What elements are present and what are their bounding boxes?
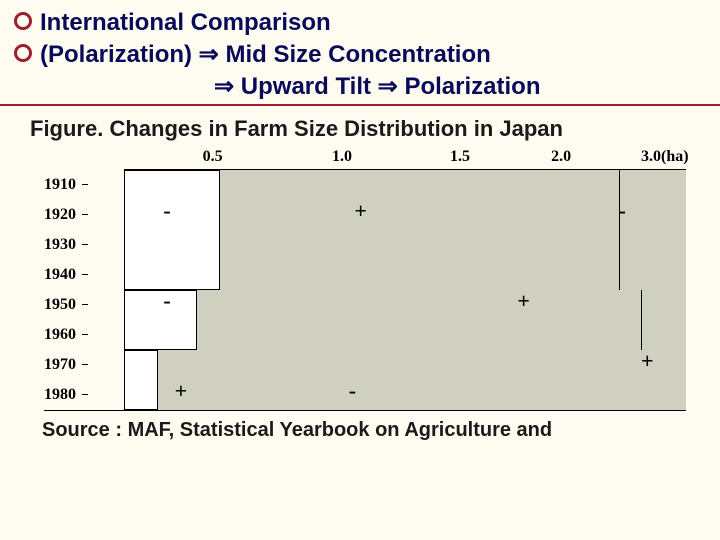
source-text: Source : MAF, Statistical Yearbook on Ag… (42, 419, 706, 442)
tick-mark (82, 274, 88, 275)
x-label: 1.5 (450, 148, 470, 166)
minus-symbol: - (163, 198, 170, 224)
minus-symbol: - (163, 288, 170, 314)
negative-block (124, 170, 220, 290)
y-label-area: 1910 (44, 176, 124, 194)
y-label: 1910 (44, 176, 76, 193)
tick-mark (82, 184, 88, 185)
bullet-1-text: International Comparison (40, 8, 331, 38)
x-label: 1.0 (332, 148, 352, 166)
bullet-1: International Comparison (14, 8, 706, 38)
minus-symbol: - (349, 378, 356, 404)
plus-symbol: + (641, 348, 654, 374)
x-label: 0.5 (203, 148, 223, 166)
tick-mark (82, 244, 88, 245)
y-label: 1920 (44, 206, 76, 223)
bullet-icon (14, 12, 32, 30)
x-label: 3.0(ha) (641, 148, 689, 166)
y-label-area: 1960 (44, 326, 124, 344)
vertical-line (619, 170, 620, 290)
vertical-line (641, 290, 642, 350)
y-label-area: 1930 (44, 236, 124, 254)
negative-block (124, 350, 158, 410)
y-label-area: 1970 (44, 356, 124, 374)
minus-symbol: - (619, 198, 626, 224)
negative-block (124, 290, 197, 350)
y-label-area: 1950 (44, 296, 124, 314)
y-label-area: 1940 (44, 266, 124, 284)
y-label: 1980 (44, 386, 76, 403)
plus-symbol: + (354, 198, 367, 224)
x-label: 2.0 (551, 148, 571, 166)
y-label: 1940 (44, 266, 76, 283)
x-axis: 0.5 1.0 1.5 2.0 3.0(ha) (124, 148, 686, 170)
y-label: 1960 (44, 326, 76, 343)
plus-symbol: + (175, 378, 188, 404)
chart-overlay: - + - - + + + - (124, 170, 686, 410)
y-label-area: 1980 (44, 386, 124, 404)
bullet-2-text: (Polarization) ⇒ Mid Size Concentration (40, 40, 491, 70)
tick-mark (82, 364, 88, 365)
tick-mark (82, 214, 88, 215)
y-label: 1950 (44, 296, 76, 313)
chart-rows: 1910 1920 1930 1940 1950 1960 1970 1980 - + - - + + +… (44, 170, 686, 411)
bullet-icon (14, 44, 32, 62)
tick-mark (82, 304, 88, 305)
bullet-2: (Polarization) ⇒ Mid Size Concentration (14, 40, 706, 70)
plus-symbol: + (517, 288, 530, 314)
title-underline (0, 104, 720, 106)
y-label: 1930 (44, 236, 76, 253)
y-label: 1970 (44, 356, 76, 373)
figure-title: Figure. Changes in Farm Size Distributio… (30, 116, 706, 142)
bullet-2-cont: ⇒ Upward Tilt ⇒ Polarization (214, 72, 706, 102)
tick-mark (82, 334, 88, 335)
chart: 0.5 1.0 1.5 2.0 3.0(ha) 1910 1920 1930 1940 1950… (44, 148, 686, 411)
y-label-area: 1920 (44, 206, 124, 224)
tick-mark (82, 394, 88, 395)
